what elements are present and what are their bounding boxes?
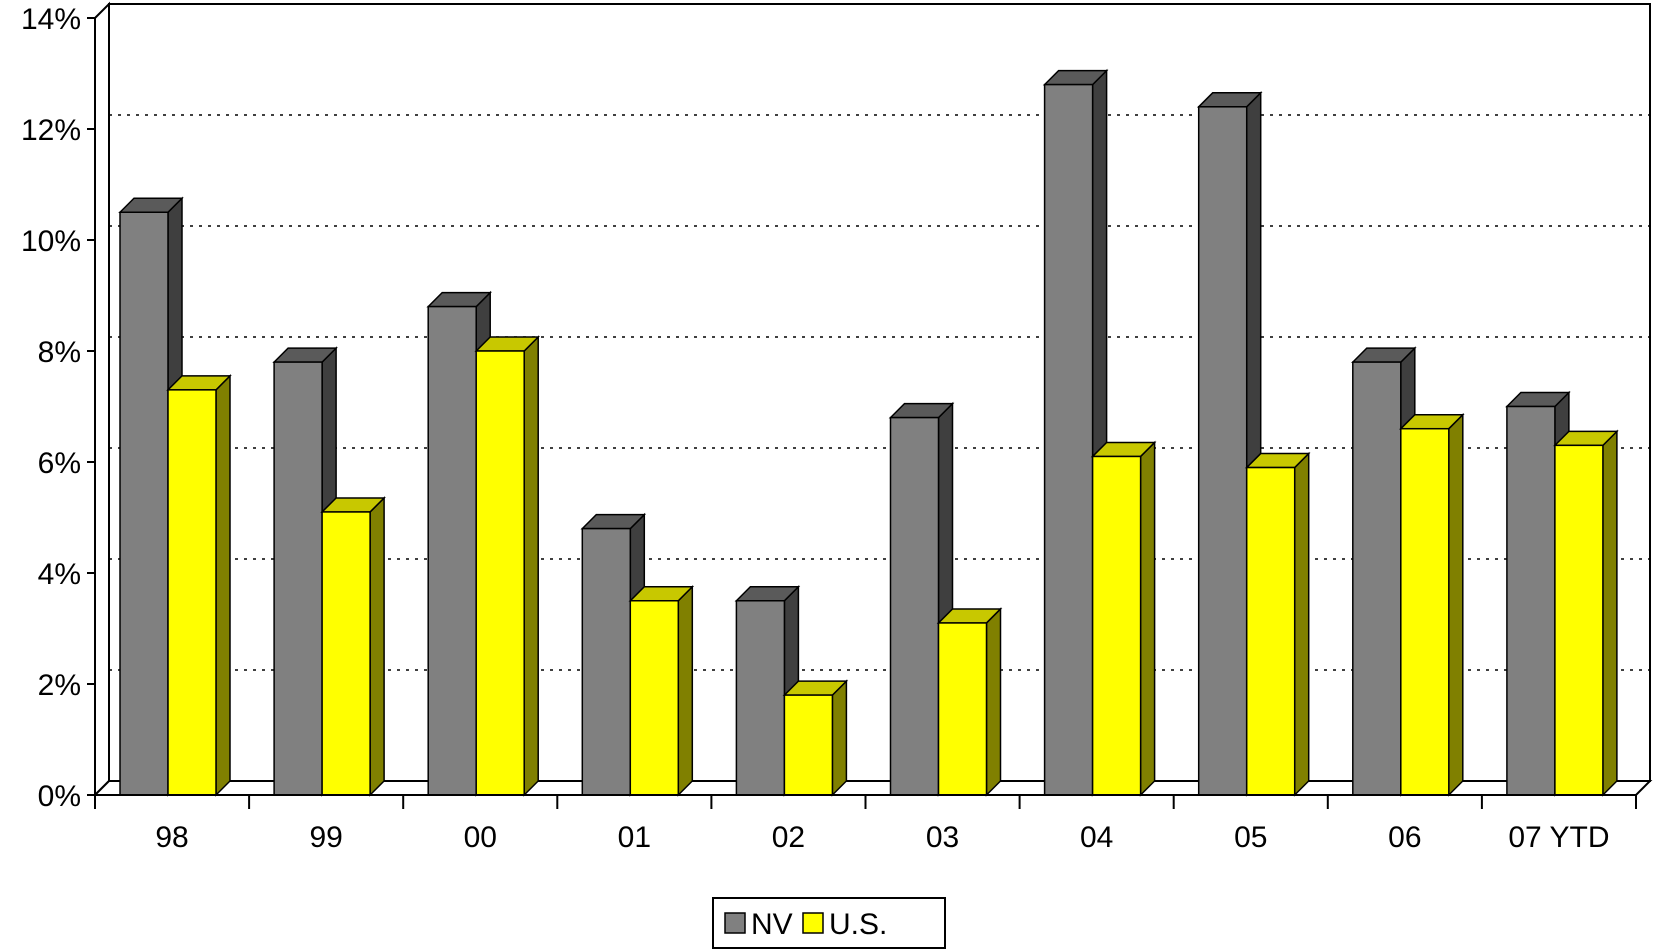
x-tick-label: 03 xyxy=(926,821,959,854)
bar-us-05 xyxy=(1244,451,1311,797)
legend-swatch xyxy=(802,912,824,934)
bar-front xyxy=(427,305,477,796)
bar-nv-03 xyxy=(888,401,955,797)
bar-front xyxy=(1506,405,1556,796)
bar-us-99 xyxy=(320,496,386,797)
y-tick-label: 2% xyxy=(38,669,81,702)
bar-side xyxy=(1139,440,1156,797)
bar-side xyxy=(1602,429,1618,797)
bar-front xyxy=(273,361,323,796)
x-tick-label: 02 xyxy=(772,821,805,854)
bar-us-06 xyxy=(1398,412,1465,797)
bar-front xyxy=(735,600,786,796)
bar-front xyxy=(1352,361,1402,796)
bar-side xyxy=(523,335,539,797)
legend-item-us: U.S. xyxy=(802,908,887,941)
bar-us-01 xyxy=(628,584,695,797)
bar-front xyxy=(119,211,169,796)
bar-front xyxy=(937,622,988,796)
bar-side xyxy=(677,584,694,797)
bar-front xyxy=(475,350,525,796)
bar-side xyxy=(831,679,848,797)
bar-us-00 xyxy=(474,335,541,797)
y-tick-label: 12% xyxy=(21,114,81,147)
x-tick-labels: 98 99 00 01 02 03 04 05 06 07 YTD xyxy=(155,821,1609,854)
x-tick-label: 98 xyxy=(155,821,188,854)
bar-us-98 xyxy=(166,374,232,797)
legend-label: NV xyxy=(751,908,793,941)
legend-item-nv: NV xyxy=(724,908,793,941)
bar-side xyxy=(1293,451,1310,797)
bar-front xyxy=(1043,83,1094,796)
bar-front xyxy=(581,527,632,796)
bar-us-03 xyxy=(936,607,1003,797)
y-tick-label: 14% xyxy=(21,3,81,36)
y-tick-label: 8% xyxy=(38,336,81,369)
x-tick-label: 07 YTD xyxy=(1508,821,1609,854)
bar-front xyxy=(1400,427,1450,796)
y-tick-label: 0% xyxy=(38,780,81,813)
bar-front xyxy=(1197,106,1248,796)
bars xyxy=(118,68,1619,797)
y-tick-label: 10% xyxy=(21,225,81,258)
y-tick-label: 6% xyxy=(38,447,81,480)
legend-label: U.S. xyxy=(829,908,887,941)
y-tick-label: 4% xyxy=(38,558,81,591)
side-wall xyxy=(94,1,110,798)
bar-front xyxy=(1554,444,1604,796)
bar-front xyxy=(783,694,834,796)
x-tick-label: 00 xyxy=(464,821,497,854)
x-tick-label: 04 xyxy=(1080,821,1113,854)
bar-side xyxy=(985,607,1002,797)
bar-front xyxy=(321,511,371,796)
bar-front xyxy=(1091,455,1142,796)
bar-side xyxy=(215,374,231,797)
x-tick-label: 05 xyxy=(1234,821,1267,854)
x-tick-label: 99 xyxy=(309,821,342,854)
bar-side xyxy=(1448,412,1464,797)
bar-us-04 xyxy=(1090,440,1157,797)
bar-us-02 xyxy=(782,679,849,797)
bar-front xyxy=(1245,466,1296,796)
axes xyxy=(87,17,1637,809)
bar-side xyxy=(369,496,385,797)
bar-front xyxy=(889,416,940,796)
legend: NV U.S. xyxy=(712,897,946,949)
y-tick-labels: 0% 2% 4% 6% 8% 10% 12% 14% xyxy=(21,3,81,813)
bar-us-07-ytd xyxy=(1553,429,1619,797)
legend-swatch xyxy=(724,912,746,934)
bar-front xyxy=(167,389,217,796)
legend-box xyxy=(712,897,946,949)
x-tick-label: 06 xyxy=(1388,821,1421,854)
x-tick-label: 01 xyxy=(618,821,651,854)
bar-front xyxy=(629,600,680,796)
